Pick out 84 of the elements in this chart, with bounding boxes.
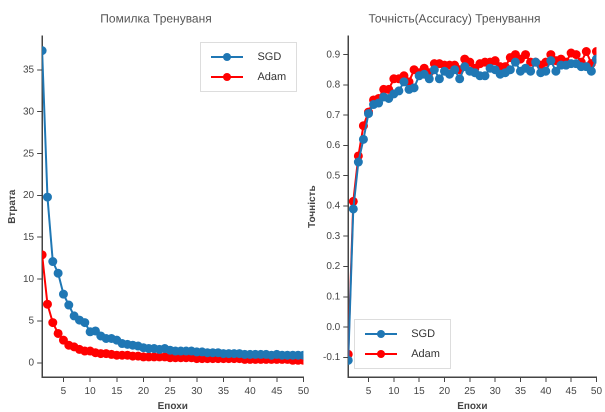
y-tick-label: 0.8 xyxy=(326,80,341,91)
y-tick-label: 0.7 xyxy=(326,110,341,121)
point xyxy=(374,98,384,108)
x-tick-label: 45 xyxy=(566,386,578,397)
point xyxy=(384,94,394,103)
point xyxy=(572,50,581,60)
x-tick-label: 45 xyxy=(271,386,283,397)
x-axis-title: Епохи xyxy=(457,400,488,412)
x-tick-label: 40 xyxy=(540,386,552,397)
y-axis-title: Точність xyxy=(306,185,318,228)
y-tick-label: 15 xyxy=(23,232,35,243)
point xyxy=(58,336,68,345)
x-tick-label: 35 xyxy=(514,386,526,397)
x-tick-label: 40 xyxy=(244,386,256,397)
y-tick-label: 0.6 xyxy=(326,140,341,152)
point xyxy=(54,268,63,278)
x-tick-label: 35 xyxy=(218,386,230,397)
y-axis-title: Втрата xyxy=(6,189,18,224)
point xyxy=(348,204,358,214)
point xyxy=(58,290,68,299)
y-tick-label: 0.2 xyxy=(326,261,341,272)
chart-title: Точність(Accuracy) Тренування xyxy=(368,12,541,26)
y-tick-label: 0.5 xyxy=(326,170,341,182)
y-tick-label: 0.0 xyxy=(326,322,341,333)
y-tick-label: 0.4 xyxy=(326,200,341,212)
point xyxy=(586,66,596,76)
point xyxy=(490,56,500,66)
x-tick-label: 20 xyxy=(138,386,150,397)
x-tick-label: 20 xyxy=(438,386,450,397)
y-tick-label: 0.9 xyxy=(326,49,341,60)
y-tick-label: 20 xyxy=(23,190,35,202)
point xyxy=(434,74,444,84)
point xyxy=(455,74,464,84)
point xyxy=(42,300,52,309)
point xyxy=(526,66,536,76)
point xyxy=(354,158,363,167)
point xyxy=(48,257,58,266)
x-tick-label: 50 xyxy=(590,386,602,397)
legend-label: Adam xyxy=(257,71,286,84)
x-tick-label: 15 xyxy=(414,386,426,397)
y-tick-label: 0.1 xyxy=(326,292,341,303)
point xyxy=(541,66,550,76)
point xyxy=(510,58,520,67)
x-tick-label: 30 xyxy=(191,386,203,397)
x-tick-label: 25 xyxy=(464,386,476,397)
x-tick-label: 5 xyxy=(60,386,67,397)
x-axis-title: Епохи xyxy=(158,400,188,412)
x-tick-label: 10 xyxy=(388,386,400,397)
legend-label: Adam xyxy=(411,348,440,360)
y-tick-label: 25 xyxy=(23,148,35,160)
x-tick-label: 50 xyxy=(298,386,310,397)
point xyxy=(424,74,434,84)
point xyxy=(399,77,408,86)
y-tick-label: 30 xyxy=(23,106,35,118)
point xyxy=(506,65,515,74)
x-tick-label: 30 xyxy=(490,386,502,397)
point xyxy=(551,66,560,76)
point xyxy=(42,192,52,202)
y-tick-label: 0.3 xyxy=(326,230,341,242)
y-tick-label: -0.1 xyxy=(322,352,341,364)
legend-label: SGD xyxy=(257,51,282,64)
y-tick-label: 35 xyxy=(23,64,35,76)
point xyxy=(521,50,530,60)
point xyxy=(450,65,460,74)
point xyxy=(410,83,419,92)
y-tick-label: 10 xyxy=(23,274,35,285)
y-tick-label: 5 xyxy=(28,316,35,327)
point xyxy=(394,86,404,96)
point xyxy=(546,56,556,66)
x-tick-label: 5 xyxy=(366,386,372,397)
point xyxy=(582,47,591,56)
point xyxy=(48,318,58,328)
point xyxy=(80,318,90,328)
point xyxy=(54,328,63,338)
point xyxy=(430,65,439,74)
legend-label: SGD xyxy=(411,328,436,340)
chart-title: Помилка Тренуваня xyxy=(100,12,212,26)
point xyxy=(358,134,368,144)
x-tick-label: 15 xyxy=(111,386,123,397)
y-tick-label: 0 xyxy=(28,358,35,369)
x-tick-label: 10 xyxy=(84,386,96,397)
x-tick-label: 25 xyxy=(164,386,176,397)
point xyxy=(64,300,74,310)
point xyxy=(70,311,79,320)
